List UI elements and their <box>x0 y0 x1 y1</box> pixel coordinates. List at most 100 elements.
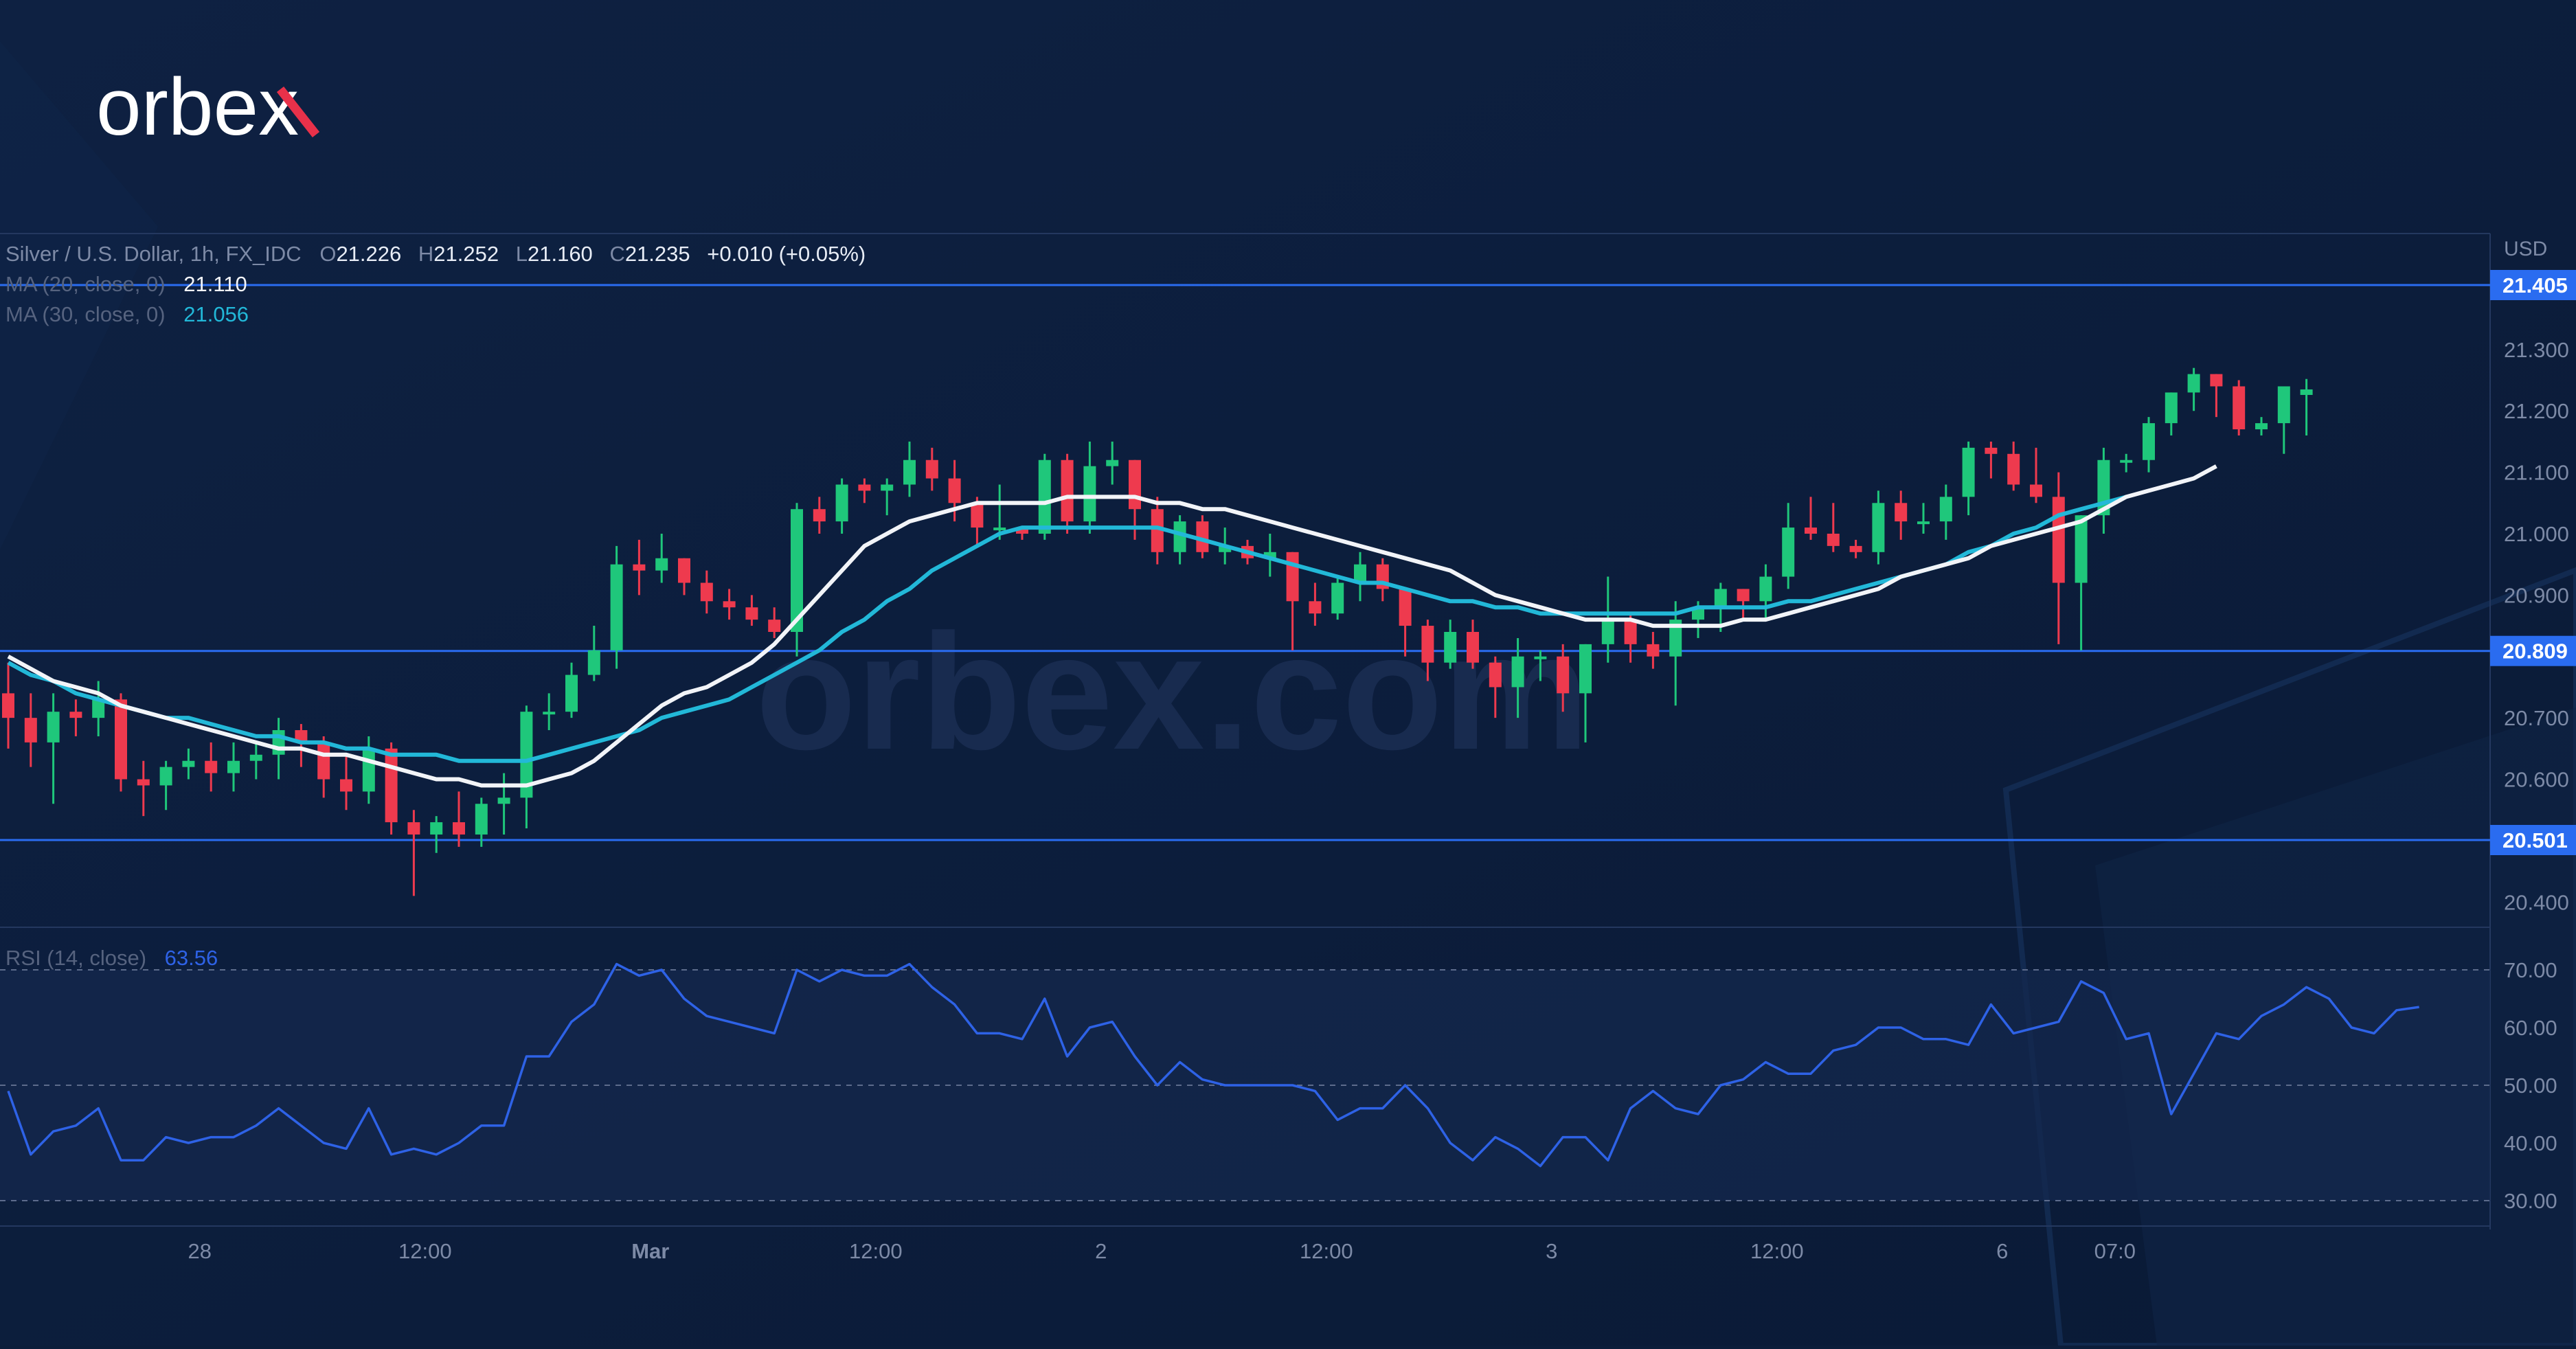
candle-body <box>2120 460 2133 463</box>
candle-body <box>453 822 465 835</box>
candle-body <box>2277 386 2290 424</box>
candle-body <box>1489 662 1502 688</box>
candle <box>475 797 488 847</box>
candle <box>745 595 758 626</box>
candle-body <box>47 712 60 742</box>
candle <box>295 724 308 767</box>
candle-body <box>993 528 1006 531</box>
candle-body <box>1467 632 1479 663</box>
candle-body <box>1669 620 1682 657</box>
candle-body <box>159 767 172 786</box>
candle <box>497 773 510 835</box>
candle-body <box>69 712 82 718</box>
rsi-axis[interactable]: 70.00 60.00 50.00 40.00 30.00 <box>2504 958 2557 1213</box>
candle <box>543 693 556 731</box>
candle <box>791 503 803 657</box>
candle-body <box>1511 656 1524 688</box>
level-label-bg-2 <box>2490 825 2576 855</box>
candle-body <box>115 699 127 780</box>
candle <box>340 754 352 810</box>
candle <box>92 681 105 736</box>
candle <box>700 570 713 614</box>
candle-body <box>24 718 37 742</box>
candle <box>407 810 420 896</box>
candle-body <box>1444 632 1457 663</box>
svg-text:RSI (14, close) 63.56: RSI (14, close) 63.56 <box>5 946 218 970</box>
candle <box>881 478 894 516</box>
candle-body <box>881 484 894 491</box>
low-value: 21.160 <box>528 242 593 266</box>
candle <box>1669 601 1682 706</box>
candle-body <box>1872 503 1885 552</box>
candle-body <box>2233 386 2246 430</box>
candle-body <box>587 650 600 675</box>
price-axis[interactable]: 21.300 21.200 21.100 21.000 20.900 20.700 20.6… <box>2504 338 2569 914</box>
candle-body <box>1173 521 1186 552</box>
symbol-name: Silver / U.S. Dollar, 1h, FX_IDC <box>5 242 302 266</box>
candle-body <box>565 674 578 712</box>
candle <box>2 662 14 749</box>
candle <box>1151 497 1164 565</box>
rsi-legend[interactable]: RSI (14, close) 63.56 <box>5 946 218 970</box>
candle-body <box>1129 460 1141 510</box>
candle-body <box>1624 620 1637 644</box>
candle-body <box>791 509 803 632</box>
candle-body <box>1714 589 1727 608</box>
candle-body <box>385 748 398 823</box>
candle <box>182 748 195 780</box>
time-tick-label: 6 <box>1996 1239 2008 1263</box>
time-tick-label: 2 <box>1095 1239 1107 1263</box>
level-lines: 21.405 20.809 20.501 <box>0 270 2576 855</box>
candle <box>317 736 330 798</box>
candle <box>520 705 533 829</box>
candle <box>205 742 218 792</box>
candle-body <box>317 742 330 780</box>
candle <box>587 626 600 681</box>
candle-body <box>858 484 871 491</box>
rsi-label: RSI (14, close) <box>5 946 146 970</box>
rsi-tick-label: 60.00 <box>2504 1016 2557 1040</box>
candle-body <box>475 804 488 835</box>
candle-body <box>2300 389 2313 395</box>
time-axis[interactable]: 28 12:00 Mar 12:00 2 12:00 3 12:00 6 07:0 <box>188 1239 2136 1263</box>
candle <box>1895 490 1908 540</box>
candle-body <box>925 460 938 479</box>
candle <box>1579 644 1592 742</box>
level-label-bg-0 <box>2490 270 2576 300</box>
candle-body <box>2007 453 2020 485</box>
candle-body <box>971 503 984 528</box>
candle <box>1309 582 1322 626</box>
price-tick-label: 20.400 <box>2504 890 2569 914</box>
candle <box>678 558 690 596</box>
rsi-tick-label: 30.00 <box>2504 1189 2557 1213</box>
candle-body <box>362 748 375 792</box>
candle-body <box>520 712 533 798</box>
candle-body <box>768 620 781 632</box>
rsi-tick-label: 70.00 <box>2504 958 2557 982</box>
candle <box>1467 620 1479 669</box>
candle-body <box>2030 484 2042 497</box>
candle-body <box>2075 515 2088 583</box>
orbex-logo: orbex <box>96 62 320 152</box>
symbol-legend[interactable]: Silver / U.S. Dollar, 1h, FX_IDC O21.226… <box>5 242 866 326</box>
candle <box>2143 417 2155 473</box>
candle <box>1782 503 1795 589</box>
candle <box>2165 392 2178 435</box>
candle-body <box>835 484 848 522</box>
candle-body <box>227 760 240 773</box>
rsi-tick-label: 50.00 <box>2504 1074 2557 1098</box>
candle-body <box>1106 460 1119 466</box>
candle-body <box>700 582 713 602</box>
candle <box>47 693 60 804</box>
candle-body <box>1557 656 1570 694</box>
candle-body <box>137 779 150 786</box>
candle <box>1106 441 1119 485</box>
candle-body <box>1782 528 1795 577</box>
candle-body <box>1827 533 1840 546</box>
change-value: +0.010 (+0.05%) <box>707 242 866 266</box>
candle-body <box>1895 503 1908 522</box>
candle-body <box>182 760 195 767</box>
moving-averages <box>7 464 2217 788</box>
